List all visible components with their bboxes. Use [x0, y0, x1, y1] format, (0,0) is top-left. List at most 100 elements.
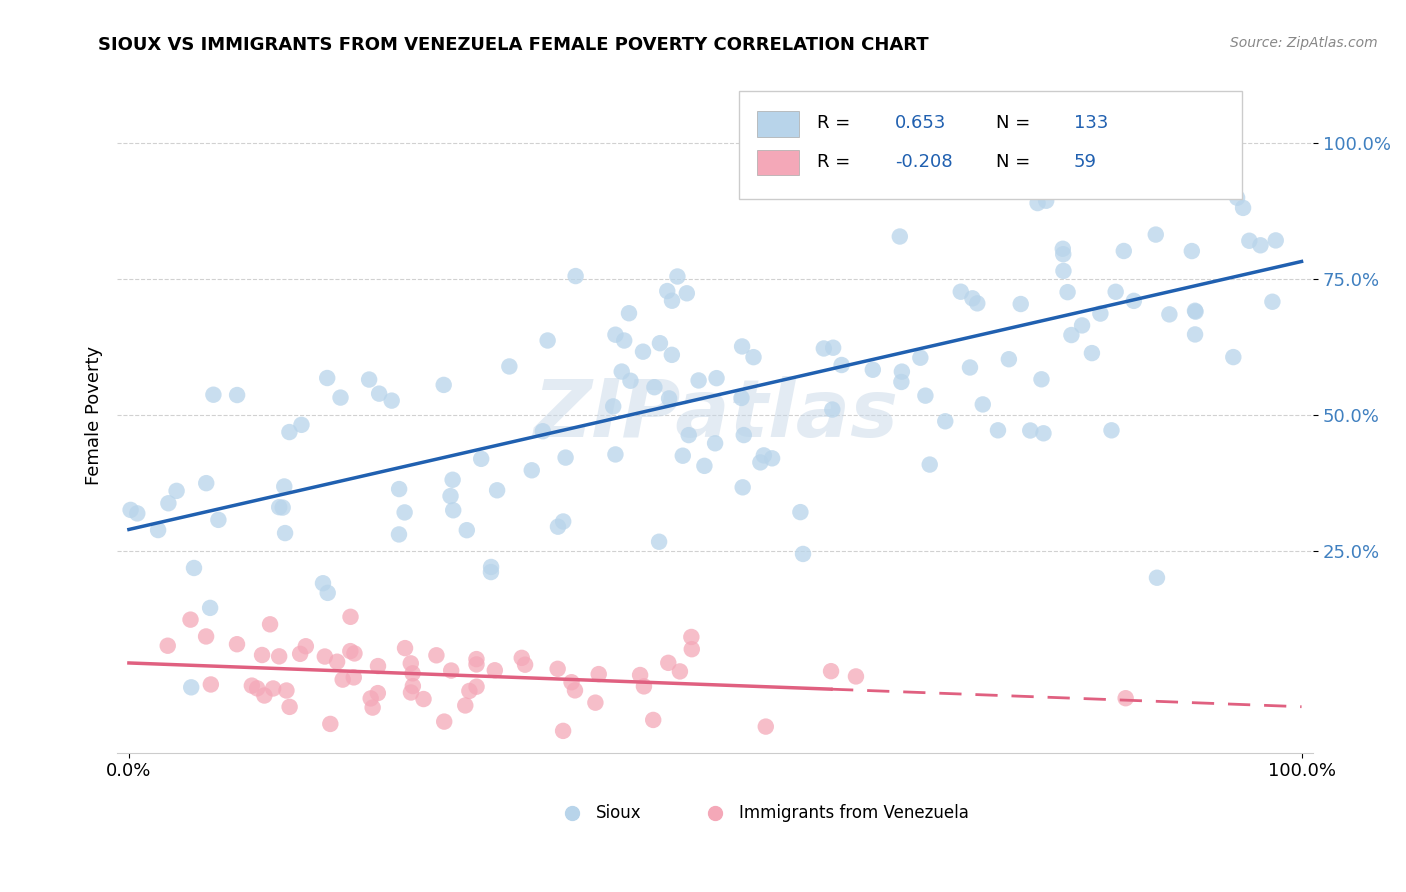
Point	[643, 380, 665, 394]
Point	[1056, 285, 1078, 300]
Point	[1239, 234, 1261, 248]
Point	[1226, 191, 1249, 205]
Point	[433, 714, 456, 729]
Point	[274, 526, 297, 541]
Point	[367, 686, 389, 700]
Point	[821, 402, 844, 417]
Point	[934, 414, 956, 428]
Point	[1184, 304, 1206, 318]
Point	[761, 451, 783, 466]
Point	[602, 400, 624, 414]
Point	[792, 547, 814, 561]
Point	[276, 683, 298, 698]
Point	[889, 229, 911, 244]
FancyBboxPatch shape	[740, 91, 1241, 199]
Point	[1261, 294, 1284, 309]
Point	[733, 428, 755, 442]
Point	[845, 669, 868, 683]
Point	[361, 700, 384, 714]
Point	[479, 560, 502, 574]
Point	[1209, 163, 1232, 178]
Point	[1019, 424, 1042, 438]
Point	[195, 630, 218, 644]
Point	[470, 451, 492, 466]
Point	[862, 363, 884, 377]
Point	[1184, 327, 1206, 342]
Point	[949, 285, 972, 299]
Point	[987, 423, 1010, 437]
Point	[458, 684, 481, 698]
Point	[554, 450, 576, 465]
Point	[1026, 196, 1049, 211]
Point	[987, 149, 1010, 163]
Point	[179, 613, 201, 627]
Point	[1071, 318, 1094, 333]
Point	[730, 391, 752, 405]
Text: Source: ZipAtlas.com: Source: ZipAtlas.com	[1230, 36, 1378, 50]
Point	[890, 365, 912, 379]
Point	[706, 371, 728, 385]
Point	[1146, 571, 1168, 585]
Point	[441, 473, 464, 487]
Point	[1105, 285, 1128, 299]
Point	[666, 269, 689, 284]
Point	[1264, 234, 1286, 248]
Point	[633, 679, 655, 693]
Point	[704, 436, 727, 450]
Point	[226, 637, 249, 651]
Point	[1090, 307, 1112, 321]
Point	[681, 630, 703, 644]
Point	[752, 449, 775, 463]
Point	[207, 513, 229, 527]
Point	[789, 505, 811, 519]
Point	[295, 639, 318, 653]
Point	[402, 679, 425, 693]
Point	[918, 458, 941, 472]
Point	[339, 609, 361, 624]
Point	[553, 723, 575, 738]
Y-axis label: Female Poverty: Female Poverty	[86, 345, 103, 484]
Text: N =: N =	[997, 114, 1031, 132]
Point	[553, 515, 575, 529]
Point	[388, 527, 411, 541]
Point	[156, 639, 179, 653]
Point	[253, 689, 276, 703]
Point	[329, 391, 352, 405]
Point	[962, 291, 984, 305]
Point	[669, 665, 692, 679]
Point	[278, 699, 301, 714]
Point	[368, 386, 391, 401]
Point	[564, 268, 586, 283]
Point	[1184, 303, 1206, 318]
Point	[394, 641, 416, 656]
Bar	[756, 150, 799, 176]
Point	[433, 378, 456, 392]
Point	[561, 675, 583, 690]
Point	[643, 713, 665, 727]
Point	[564, 729, 586, 743]
Point	[316, 586, 339, 600]
Point	[120, 503, 142, 517]
Point	[1101, 423, 1123, 437]
Text: R =: R =	[817, 114, 851, 132]
Point	[731, 480, 754, 494]
Point	[1222, 350, 1244, 364]
Point	[388, 482, 411, 496]
Point	[531, 424, 554, 438]
Point	[631, 344, 654, 359]
Point	[672, 449, 695, 463]
Point	[610, 365, 633, 379]
Point	[1032, 426, 1054, 441]
Point	[314, 649, 336, 664]
Point	[619, 374, 641, 388]
Point	[513, 657, 536, 672]
Point	[367, 659, 389, 673]
Point	[742, 350, 765, 364]
Point	[1081, 346, 1104, 360]
Text: N =: N =	[997, 153, 1031, 171]
Point	[339, 644, 361, 658]
Text: 0.653: 0.653	[894, 114, 946, 132]
Point	[290, 417, 312, 432]
Point	[269, 649, 291, 664]
Text: -0.208: -0.208	[894, 153, 952, 171]
